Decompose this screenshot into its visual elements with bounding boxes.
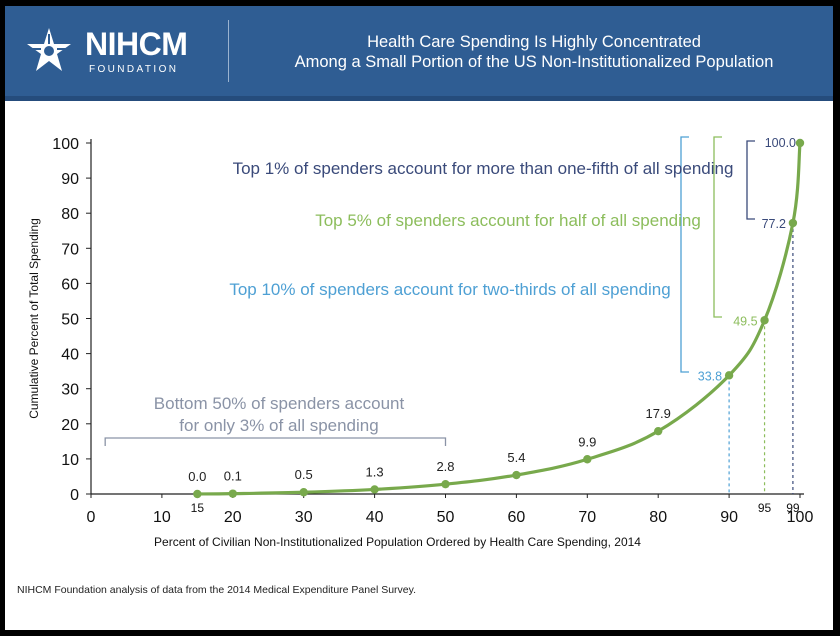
page-title: Health Care Spending Is Highly Concentra… — [241, 32, 827, 72]
x-axis-label: Percent of Civilian Non-Institutionalize… — [154, 535, 641, 549]
title-line-2: Among a Small Portion of the US Non-Inst… — [294, 53, 774, 71]
data-point — [760, 316, 769, 325]
data-label: 0.5 — [295, 467, 313, 482]
data-label: 100.0 — [765, 136, 796, 150]
header-banner: NIHCM FOUNDATION Health Care Spending Is… — [5, 6, 833, 101]
data-label: 0.0 — [188, 469, 206, 484]
data-label: 0.1 — [224, 469, 242, 484]
top1-bracket — [746, 140, 755, 220]
x-tick-label: 60 — [508, 509, 526, 526]
bottom50-bracket — [104, 437, 447, 446]
x-tick-label: 40 — [366, 509, 384, 526]
y-tick-label: 80 — [61, 206, 79, 223]
source-note: NIHCM Foundation analysis of data from t… — [17, 584, 417, 596]
x-tick-label: 80 — [649, 509, 667, 526]
data-label: 2.8 — [436, 459, 454, 474]
logo-subtitle: FOUNDATION — [89, 64, 179, 75]
x-extra-tick-label: 99 — [786, 501, 800, 515]
spending-chart: 0 10 20 30 40 50 60 70 80 90 100 0 10 20 30 40 50 60 70 80 9… — [27, 136, 813, 549]
data-label: 49.5 — [733, 314, 757, 328]
title-line-1: Health Care Spending Is Highly Concentra… — [367, 33, 701, 51]
data-point — [795, 138, 805, 148]
y-tick-label: 40 — [61, 347, 79, 364]
star-logo-icon — [27, 28, 71, 71]
y-tick-label: 0 — [70, 487, 79, 504]
header-divider — [228, 20, 229, 82]
x-tick-label: 100 — [787, 509, 814, 526]
y-tick-label: 50 — [61, 312, 79, 329]
data-point — [441, 479, 450, 489]
y-tick-label: 70 — [61, 241, 79, 258]
data-label: 77.2 — [762, 217, 786, 231]
x-tick-label: 70 — [578, 509, 596, 526]
data-point — [724, 371, 734, 380]
chart-series: 0.0 0.1 0.5 1.3 2.8 5.4 9.9 17.9 33.8 49.5 77.2 100… — [188, 136, 805, 499]
bottom50-annotation-line1: Bottom 50% of spenders account — [154, 394, 405, 413]
x-extra-tick-label: 15 — [191, 501, 205, 515]
x-tick-label: 30 — [295, 509, 313, 526]
data-point — [370, 485, 379, 494]
top5-annotation: Top 5% of spenders account for half of a… — [315, 211, 701, 230]
x-tick-label: 50 — [437, 509, 455, 526]
y-tick-label: 100 — [52, 136, 79, 153]
y-tick-label: 30 — [61, 382, 79, 399]
x-extra-tick-label: 95 — [758, 501, 772, 515]
y-tick-label: 10 — [61, 452, 79, 469]
y-tick-label: 20 — [61, 417, 79, 434]
data-label: 9.9 — [578, 434, 596, 449]
top10-annotation: Top 10% of spenders account for two-thir… — [229, 280, 670, 299]
top1-annotation: Top 1% of spenders account for more than… — [233, 159, 734, 178]
y-axis-label: Cumulative Percent of Total Spending — [27, 218, 41, 419]
data-point — [299, 488, 308, 497]
data-point — [512, 470, 521, 480]
spending-curve — [197, 142, 802, 496]
x-tick-label: 90 — [720, 509, 738, 526]
data-point — [583, 455, 592, 464]
data-point — [788, 218, 798, 228]
x-tick-label: 20 — [224, 509, 242, 526]
top10-bracket — [680, 136, 689, 373]
data-point — [193, 489, 202, 499]
top5-bracket — [713, 136, 722, 318]
x-tick-label: 10 — [153, 509, 171, 526]
chart-axes: 0 10 20 30 40 50 60 70 80 90 100 0 10 20 30 40 50 60 70 80 9… — [27, 136, 813, 549]
logo-name: NIHCM — [85, 26, 188, 62]
data-label: 1.3 — [366, 464, 384, 479]
x-tick-label: 0 — [87, 509, 96, 526]
y-tick-label: 90 — [61, 171, 79, 188]
data-label: 17.9 — [646, 406, 671, 421]
data-label: 33.8 — [698, 369, 722, 383]
bottom50-annotation-line2: for only 3% of all spending — [179, 416, 378, 435]
data-label: 5.4 — [507, 450, 525, 465]
data-point — [654, 426, 663, 436]
data-point — [228, 489, 237, 498]
chart-annotations: Top 1% of spenders account for more than… — [104, 136, 794, 494]
slide: NIHCM FOUNDATION Health Care Spending Is… — [5, 6, 833, 630]
y-tick-label: 60 — [61, 276, 79, 293]
